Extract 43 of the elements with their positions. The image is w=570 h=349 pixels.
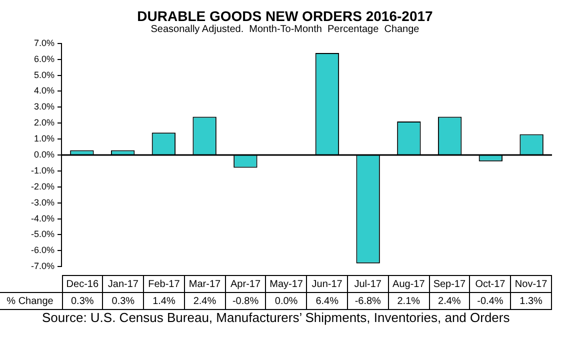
data-label: 0.3% <box>62 292 103 310</box>
x-tick-label: Jan-17 <box>102 276 144 292</box>
x-tick-label: Nov-17 <box>510 276 552 292</box>
x-tick-label: May-17 <box>266 276 307 292</box>
chart-subtitle: Seasonally Adjusted. Month-To-Month Percentage Change <box>150 24 420 35</box>
y-tick-label: 6.0% <box>34 54 55 64</box>
x-tick-label: Apr-17 <box>225 276 266 292</box>
x-tick-label: Jul-17 <box>347 276 388 292</box>
x-tick-label: Dec-16 <box>62 276 103 292</box>
x-tick-label: Feb-17 <box>144 276 184 292</box>
data-label: -0.8% <box>225 292 266 310</box>
data-label: 2.1% <box>388 292 430 310</box>
y-tick-label: 4.0% <box>34 86 55 96</box>
y-tick-label: -1.0% <box>30 165 55 176</box>
y-tick-label: -6.0% <box>30 245 55 256</box>
x-tick-label: Mar-17 <box>184 276 226 292</box>
y-tick-label: 3.0% <box>34 102 55 112</box>
y-tick-label: 2.0% <box>34 118 55 128</box>
y-tick-label: 7.0% <box>34 38 55 48</box>
chart-title: DURABLE GOODS NEW ORDERS 2016-2017 <box>136 8 434 24</box>
data-label: 2.4% <box>429 292 470 310</box>
data-label: 1.4% <box>144 292 184 310</box>
y-tick-label: 5.0% <box>34 70 55 80</box>
data-label: 6.4% <box>306 292 348 310</box>
y-tick-label: 0.0% <box>34 149 55 160</box>
data-label: -6.8% <box>347 292 388 310</box>
data-label: 0.3% <box>102 292 144 310</box>
data-label: 0.0% <box>266 292 307 310</box>
text: % Change <box>0 292 62 310</box>
data-label: 2.4% <box>184 292 226 310</box>
data-label: 1.3% <box>510 292 552 310</box>
source-note: Source: U.S. Census Bureau, Manufacturers’ Shipments, Inventories, and Orders <box>41 310 511 325</box>
y-tick-label: -5.0% <box>30 229 55 240</box>
y-tick-label: 1.0% <box>34 134 55 144</box>
y-tick-label: -4.0% <box>30 213 55 224</box>
x-tick-label: Jun-17 <box>306 276 348 292</box>
data-label: -0.4% <box>470 292 511 310</box>
y-tick-label: -3.0% <box>30 197 55 208</box>
x-tick-label: Oct-17 <box>470 276 511 292</box>
x-tick-label: Aug-17 <box>388 276 430 292</box>
x-tick-label: Sep-17 <box>429 276 470 292</box>
y-tick-label: -2.0% <box>30 181 55 192</box>
y-tick-label: -7.0% <box>30 261 55 272</box>
